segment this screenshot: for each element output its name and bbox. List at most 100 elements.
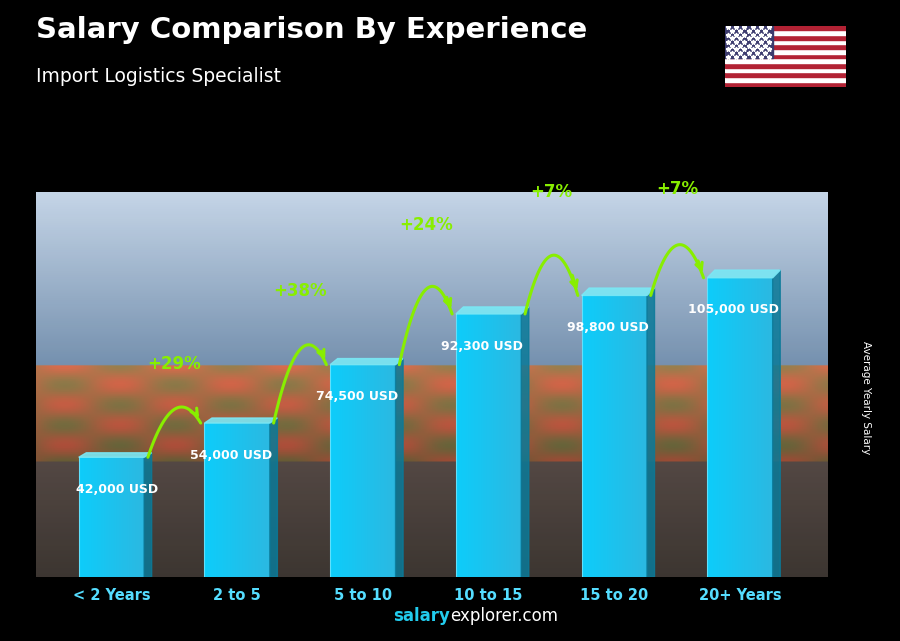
Bar: [501, 314, 503, 577]
Bar: [235, 423, 236, 577]
Text: explorer.com: explorer.com: [450, 607, 558, 625]
Bar: [122, 457, 123, 577]
Bar: [360, 365, 361, 577]
Bar: [340, 365, 341, 577]
Bar: [734, 278, 735, 577]
Text: salary: salary: [393, 607, 450, 625]
Bar: [756, 278, 758, 577]
Bar: [737, 278, 738, 577]
Bar: [350, 365, 351, 577]
Bar: [257, 423, 259, 577]
Bar: [758, 278, 759, 577]
Polygon shape: [647, 288, 654, 577]
Bar: [212, 423, 213, 577]
Bar: [595, 296, 596, 577]
Text: +7%: +7%: [656, 180, 698, 198]
Bar: [456, 314, 457, 577]
Bar: [354, 365, 356, 577]
Bar: [239, 423, 240, 577]
Bar: [83, 457, 85, 577]
Bar: [473, 314, 474, 577]
Bar: [392, 365, 393, 577]
Bar: [458, 314, 459, 577]
Text: +24%: +24%: [399, 216, 453, 234]
Bar: [633, 296, 634, 577]
Bar: [379, 365, 381, 577]
Bar: [119, 457, 120, 577]
Text: 74,500 USD: 74,500 USD: [316, 390, 398, 403]
Bar: [269, 423, 270, 577]
Bar: [621, 296, 622, 577]
Bar: [118, 457, 119, 577]
Bar: [457, 314, 458, 577]
Bar: [766, 278, 767, 577]
Bar: [93, 457, 94, 577]
Bar: [228, 423, 229, 577]
Bar: [261, 423, 262, 577]
Bar: [510, 314, 511, 577]
Bar: [599, 296, 600, 577]
Bar: [339, 365, 340, 577]
Bar: [643, 296, 644, 577]
Bar: [132, 457, 133, 577]
Bar: [511, 314, 512, 577]
Bar: [611, 296, 612, 577]
Bar: [220, 423, 222, 577]
Bar: [352, 365, 353, 577]
Bar: [631, 296, 632, 577]
Bar: [520, 314, 521, 577]
Bar: [591, 296, 592, 577]
Polygon shape: [330, 358, 403, 365]
Polygon shape: [521, 307, 529, 577]
Bar: [124, 457, 126, 577]
Text: +7%: +7%: [530, 183, 572, 201]
Bar: [213, 423, 214, 577]
Bar: [590, 296, 591, 577]
Bar: [229, 423, 230, 577]
Bar: [717, 278, 718, 577]
Bar: [259, 423, 260, 577]
Bar: [707, 278, 708, 577]
Bar: [386, 365, 387, 577]
Bar: [264, 423, 265, 577]
Bar: [748, 278, 749, 577]
Bar: [512, 314, 514, 577]
Bar: [342, 365, 343, 577]
Bar: [234, 423, 235, 577]
Bar: [715, 278, 716, 577]
Bar: [586, 296, 587, 577]
Bar: [754, 278, 755, 577]
Bar: [135, 457, 137, 577]
Bar: [724, 54, 846, 58]
Bar: [351, 365, 352, 577]
Bar: [481, 314, 482, 577]
Bar: [106, 457, 107, 577]
Bar: [724, 63, 846, 68]
Bar: [712, 278, 713, 577]
Polygon shape: [773, 270, 780, 577]
Bar: [463, 314, 464, 577]
Bar: [249, 423, 250, 577]
Bar: [338, 365, 339, 577]
Bar: [503, 314, 504, 577]
Bar: [624, 296, 625, 577]
Bar: [479, 314, 480, 577]
Bar: [341, 365, 342, 577]
Bar: [243, 423, 244, 577]
Bar: [367, 365, 368, 577]
Bar: [376, 365, 377, 577]
Bar: [615, 296, 616, 577]
Bar: [369, 365, 371, 577]
Bar: [491, 314, 493, 577]
Bar: [724, 68, 846, 72]
Bar: [498, 314, 499, 577]
Bar: [214, 423, 215, 577]
Bar: [709, 278, 711, 577]
Bar: [518, 314, 519, 577]
Bar: [336, 365, 337, 577]
Bar: [735, 278, 737, 577]
Bar: [467, 314, 468, 577]
Bar: [613, 296, 615, 577]
Bar: [485, 314, 486, 577]
Polygon shape: [456, 307, 529, 314]
